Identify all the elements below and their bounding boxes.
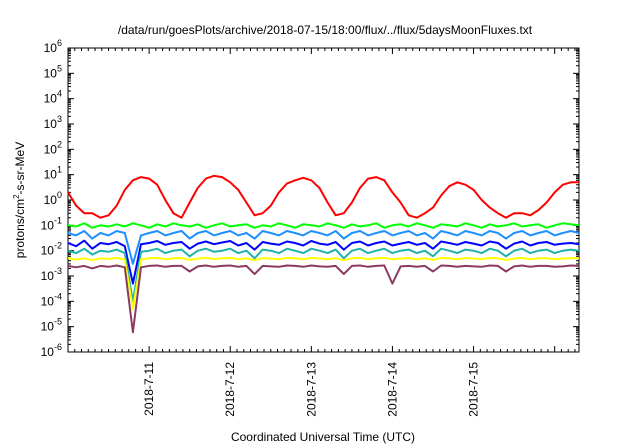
y-tick-label: 10-1 (41, 215, 62, 232)
y-tick-exponent: 6 (57, 38, 62, 48)
series-line-6 (67, 256, 579, 310)
y-tick-exponent: -2 (54, 241, 62, 251)
y-tick-label: 10-4 (41, 291, 62, 308)
y-tick-label: 100 (44, 190, 62, 207)
x-tick-label: 2018-7-14 (385, 362, 399, 417)
y-tick-exponent: 1 (57, 165, 62, 175)
x-tick-label: 2018-7-11 (142, 362, 156, 416)
y-tick-label: 101 (44, 165, 62, 182)
y-axis-title-superscript: 2 (12, 194, 21, 199)
y-axis-title: protons/cm2-s-sr-MeV (12, 142, 27, 258)
y-axis: 10-610-510-410-310-210-11001011021031041… (41, 38, 579, 359)
chart-title: /data/run/goesPlots/archive/2018-07-15/1… (118, 23, 533, 37)
y-tick-label: 10-2 (41, 241, 62, 258)
y-tick-exponent: 2 (57, 139, 62, 149)
y-tick-label: 102 (44, 139, 62, 156)
series-line-4 (67, 239, 580, 285)
y-tick-base: 10 (44, 41, 58, 55)
y-tick-label: 105 (44, 63, 62, 80)
y-tick-exponent: -5 (54, 317, 62, 327)
y-tick-exponent: 3 (57, 114, 62, 124)
y-tick-label: 10-6 (41, 342, 62, 359)
series-line-2 (67, 222, 580, 229)
y-tick-base: 10 (44, 168, 58, 182)
plot-frame (67, 47, 580, 353)
x-tick-label: 2018-7-12 (223, 362, 237, 417)
y-tick-exponent: -4 (54, 291, 62, 301)
y-tick-base: 10 (41, 269, 55, 283)
y-tick-exponent: 0 (57, 190, 62, 200)
series-line-5 (67, 247, 580, 303)
y-tick-base: 10 (44, 92, 58, 106)
y-tick-label: 10-3 (41, 266, 62, 283)
y-tick-exponent: 5 (57, 63, 62, 73)
y-tick-base: 10 (41, 345, 55, 359)
x-axis-title: Coordinated Universal Time (UTC) (231, 430, 415, 444)
series-line-3 (67, 230, 580, 265)
y-tick-exponent: -3 (54, 266, 62, 276)
y-tick-exponent: -1 (54, 215, 62, 225)
series-line-7 (67, 264, 580, 334)
series-line-1 (67, 174, 579, 219)
y-tick-label: 103 (44, 114, 62, 131)
y-tick-base: 10 (44, 142, 58, 156)
y-axis-title-suffix: -s-sr-MeV (13, 142, 27, 195)
y-tick-label: 106 (44, 38, 62, 55)
y-tick-exponent: -6 (54, 342, 62, 352)
series-lines (67, 174, 580, 334)
x-axis: 2018-7-11 2018-7-12 2018-7-13 2018-7-14 2018… (67, 48, 576, 417)
y-tick-base: 10 (41, 244, 55, 258)
y-tick-base: 10 (44, 66, 58, 80)
x-tick-label: 2018-7-13 (304, 362, 318, 417)
y-tick-base: 10 (41, 218, 55, 232)
y-tick-base: 10 (44, 117, 58, 131)
y-tick-base: 10 (44, 193, 58, 207)
y-tick-label: 10-5 (41, 317, 62, 334)
y-axis-title-prefix: protons/cm (13, 199, 27, 258)
y-tick-base: 10 (41, 320, 55, 334)
x-tick-label: 2018-7-15 (467, 362, 481, 417)
y-tick-label: 104 (44, 89, 62, 106)
y-tick-base: 10 (41, 294, 55, 308)
y-tick-exponent: 4 (57, 89, 62, 99)
